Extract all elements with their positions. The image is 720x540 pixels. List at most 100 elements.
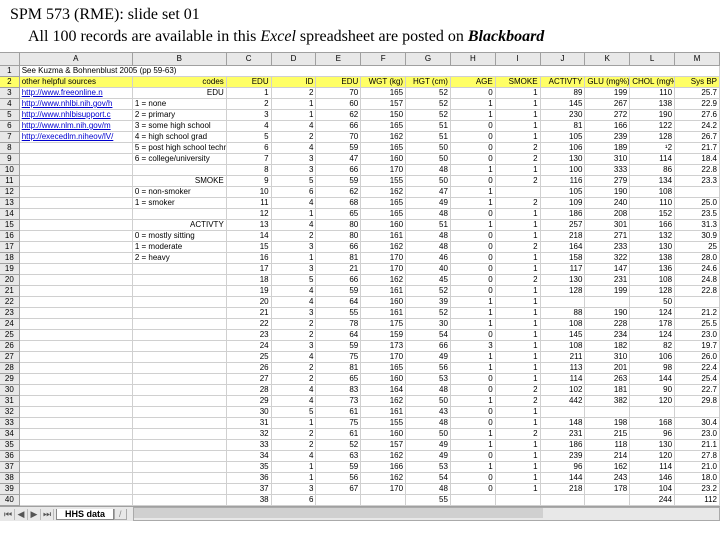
cell[interactable]: 178 [585,484,630,495]
cell[interactable]: 130 [630,440,675,451]
cell[interactable]: 1 [495,88,540,99]
cell[interactable] [19,176,132,187]
cell[interactable] [316,495,361,506]
cell[interactable] [19,297,132,308]
cell[interactable]: 230 [540,110,585,121]
cell[interactable]: 110 [630,88,675,99]
cell[interactable]: 162 [361,396,406,407]
cell[interactable]: EDU [316,77,361,88]
cell[interactable]: 48 [406,418,451,429]
cell[interactable]: 310 [585,352,630,363]
cell[interactable]: 52 [406,308,451,319]
cell[interactable]: 240 [585,198,630,209]
cell[interactable]: 109 [540,198,585,209]
cell[interactable]: 1 [495,330,540,341]
cell[interactable]: 31.3 [675,220,720,231]
cell[interactable]: 62 [316,110,361,121]
cell[interactable]: 54 [406,473,451,484]
cell[interactable]: 0 [450,451,495,462]
cell[interactable]: 160 [361,374,406,385]
table-row[interactable]: 343226116050122312159623.0 [0,429,720,440]
cell[interactable]: 170 [361,253,406,264]
cell[interactable]: 2 [495,385,540,396]
cell[interactable]: 2 [495,275,540,286]
table-row[interactable]: 3634463162490123921412027.8 [0,451,720,462]
cell[interactable]: 0 [450,154,495,165]
cell[interactable]: EDU [226,77,271,88]
cell[interactable]: 88 [540,308,585,319]
cell[interactable] [132,385,226,396]
cell[interactable]: 1 [226,88,271,99]
cell[interactable]: 75 [316,418,361,429]
cell[interactable]: 23.2 [675,484,720,495]
cell[interactable]: 1 [495,363,540,374]
cell[interactable]: 116 [540,176,585,187]
cell[interactable]: 218 [540,231,585,242]
cell[interactable]: 161 [361,407,406,418]
cell[interactable]: 59 [316,176,361,187]
cell[interactable]: 3 [271,165,316,176]
cell[interactable]: 150 [361,110,406,121]
cell[interactable]: 81 [316,363,361,374]
cell[interactable]: 61 [316,407,361,418]
table-row[interactable]: 10836617048111003338622.8 [0,165,720,176]
cell[interactable]: 118 [585,440,630,451]
cell[interactable] [19,187,132,198]
cell[interactable]: 0 [450,385,495,396]
cell[interactable] [19,352,132,363]
cell[interactable]: 124 [630,308,675,319]
cell[interactable]: 26.7 [675,132,720,143]
cell[interactable]: 1 [450,187,495,198]
cell[interactable] [19,308,132,319]
cell[interactable]: 25.5 [675,319,720,330]
cell[interactable]: 128 [540,286,585,297]
table-row[interactable]: 3331175155480114819816830.4 [0,418,720,429]
cell[interactable]: 166 [630,220,675,231]
cell[interactable]: 1 [495,209,540,220]
cell[interactable]: 1 [450,352,495,363]
cell[interactable] [19,407,132,418]
cell[interactable]: 310 [585,154,630,165]
cell[interactable]: 1 [495,132,540,143]
cell[interactable]: 3 [271,242,316,253]
cell[interactable]: 144 [540,473,585,484]
cell[interactable]: 161 [361,286,406,297]
cell[interactable]: 50 [406,154,451,165]
sheet-tab[interactable]: HHS data [56,509,114,520]
cell[interactable]: 23.0 [675,330,720,341]
cell[interactable]: 155 [361,418,406,429]
cell[interactable]: 50 [406,143,451,154]
cell[interactable]: 6 [271,495,316,506]
cell[interactable]: 28.0 [675,253,720,264]
cell[interactable]: 159 [361,330,406,341]
cell[interactable]: 33 [226,440,271,451]
cell[interactable]: 2 [495,429,540,440]
cell[interactable]: 165 [361,121,406,132]
table-row[interactable]: 11SMOKE9559155500211627913423.3 [0,176,720,187]
cell[interactable]: 22.7 [675,385,720,396]
cell[interactable]: 165 [361,198,406,209]
cell[interactable]: 0 [450,473,495,484]
col-L[interactable]: L [630,53,675,66]
cell[interactable]: 4 = high school grad [132,132,226,143]
cell[interactable]: 75 [316,352,361,363]
cell[interactable]: 0 [450,264,495,275]
cell[interactable]: 2 = heavy [132,253,226,264]
cell[interactable]: 3 [271,264,316,275]
col-I[interactable]: I [495,53,540,66]
cell[interactable]: 6 [226,143,271,154]
cell[interactable] [19,396,132,407]
cell[interactable] [19,165,132,176]
cell[interactable] [19,495,132,506]
cell[interactable]: 23.5 [675,209,720,220]
cell[interactable]: 17 [226,264,271,275]
cell[interactable]: 25.4 [675,374,720,385]
cell[interactable]: 10 [226,187,271,198]
cell[interactable]: 5 [271,407,316,418]
table-row[interactable]: 2422278175301110822817825.5 [0,319,720,330]
cell[interactable]: 5 [271,176,316,187]
cell[interactable]: 4 [271,352,316,363]
cell[interactable]: 160 [361,429,406,440]
table-row[interactable]: 1See Kuzma & Bohnenblust 2005 (pp 59-63) [0,66,720,77]
cell[interactable]: 0 [450,209,495,220]
